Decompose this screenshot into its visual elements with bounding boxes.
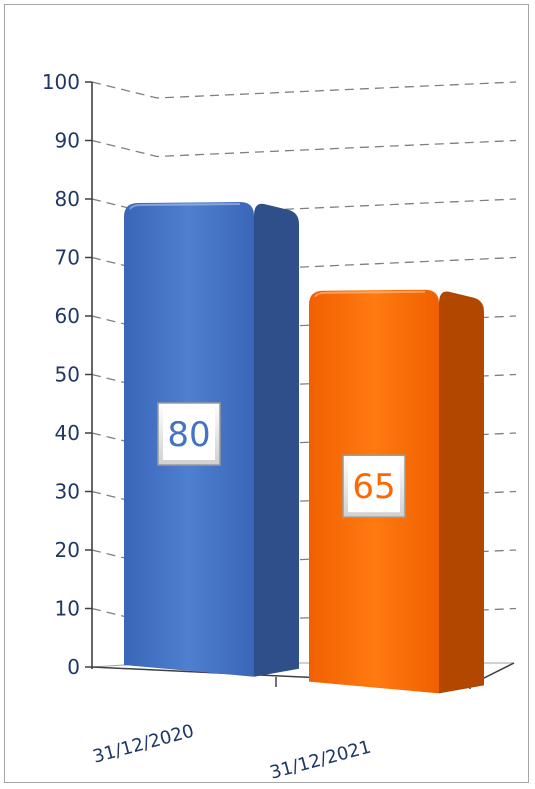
bar-side-1 bbox=[439, 291, 484, 694]
gridline-90 bbox=[91, 139, 517, 158]
y-tick-label-70: 70 bbox=[55, 246, 80, 270]
data-label-inner-0 bbox=[163, 408, 215, 460]
bar-highlight-1 bbox=[314, 290, 426, 298]
data-label-inner-1 bbox=[348, 460, 400, 513]
y-tick-label-10: 10 bbox=[55, 597, 80, 621]
gridline-100 bbox=[91, 81, 517, 99]
bar-highlight-0 bbox=[129, 203, 241, 210]
x-tick-label-1: 31/12/2021 bbox=[268, 737, 374, 784]
y-tick-label-40: 40 bbox=[55, 421, 80, 445]
y-tick-label-50: 50 bbox=[55, 363, 80, 387]
x-tick-label-0: 31/12/2020 bbox=[91, 721, 197, 768]
y-tick-label-0: 0 bbox=[67, 655, 80, 679]
y-tick-label-80: 80 bbox=[55, 187, 80, 211]
y-tick-label-20: 20 bbox=[55, 538, 80, 562]
y-tick-label-30: 30 bbox=[55, 480, 80, 504]
y-tick-label-90: 90 bbox=[55, 129, 80, 153]
data-label-1: 65 bbox=[352, 467, 395, 507]
data-label-0: 80 bbox=[167, 415, 210, 455]
bar-side-0 bbox=[254, 203, 299, 677]
y-tick-label-60: 60 bbox=[55, 304, 80, 328]
y-tick-label-100: 100 bbox=[42, 70, 80, 94]
